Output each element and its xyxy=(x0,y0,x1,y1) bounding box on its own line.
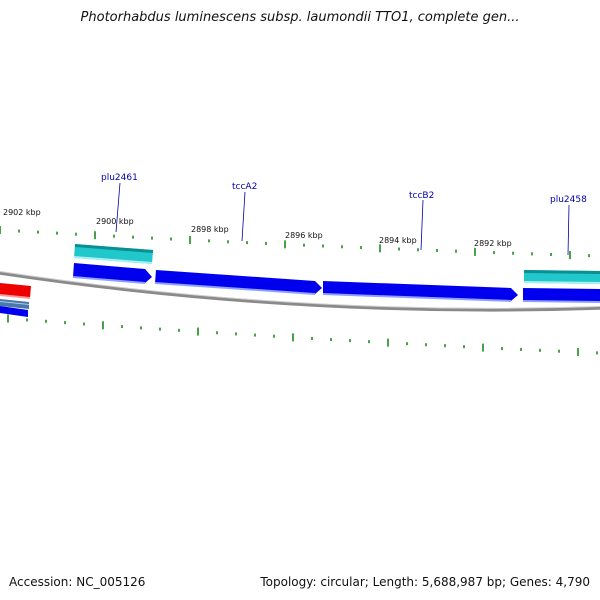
genome-summary-text: Topology: circular; Length: 5,688,987 bp… xyxy=(260,575,590,589)
gene-leader-line xyxy=(420,199,424,251)
gene-steel-left-edge[interactable] xyxy=(0,299,29,309)
gene-label-tccB2[interactable]: tccB2 xyxy=(409,191,434,201)
gene-label-plu2458[interactable]: plu2458 xyxy=(550,195,587,205)
gene-blue-left-edge[interactable] xyxy=(0,306,28,317)
gene-leader-line xyxy=(115,182,121,233)
map-title: Photorhabdus luminescens subsp. laumondi… xyxy=(80,10,520,25)
gene-label-plu2461[interactable]: plu2461 xyxy=(101,173,138,183)
genome-backbone xyxy=(0,271,600,312)
gene-blue-arrow[interactable] xyxy=(73,263,152,284)
kbp-label-2892: 2892 kbp xyxy=(474,239,512,248)
gene-leader-line xyxy=(241,191,246,242)
gene-leader-line xyxy=(567,204,570,256)
gene-cyan-plu2458[interactable] xyxy=(524,270,600,284)
gene-red-left-edge[interactable] xyxy=(0,283,31,299)
accession-text: Accession: NC_005126 xyxy=(9,575,146,589)
gene-cyan-plu2461[interactable] xyxy=(74,244,153,264)
kbp-label-2898: 2898 kbp xyxy=(191,225,229,234)
kbp-label-2894: 2894 kbp xyxy=(379,236,417,245)
genome-backbone-highlight xyxy=(0,271,600,309)
gene-blue-arrow-tccB2[interactable] xyxy=(323,281,518,302)
kbp-label-2900: 2900 kbp xyxy=(96,217,134,226)
gene-label-tccA2[interactable]: tccA2 xyxy=(232,182,257,192)
gene-blue-arrow-tccA2[interactable] xyxy=(155,270,322,295)
kbp-label-2896: 2896 kbp xyxy=(285,231,323,240)
outer-tick-ring xyxy=(0,226,590,260)
gene-blue-right-edge[interactable] xyxy=(523,288,600,303)
inner-tick-ring xyxy=(7,314,598,357)
kbp-label-2902: 2902 kbp xyxy=(3,208,41,217)
